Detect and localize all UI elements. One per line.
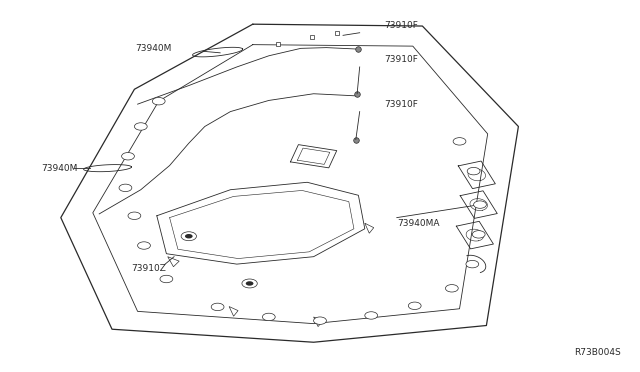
Circle shape <box>134 123 147 130</box>
Circle shape <box>185 234 193 238</box>
Circle shape <box>472 231 485 238</box>
Circle shape <box>119 184 132 192</box>
Circle shape <box>262 313 275 321</box>
Circle shape <box>466 260 479 268</box>
Text: 73940M: 73940M <box>42 164 78 173</box>
Text: 73910F: 73910F <box>384 100 418 109</box>
Text: 73940MA: 73940MA <box>397 219 439 228</box>
Circle shape <box>138 242 150 249</box>
Circle shape <box>408 302 421 310</box>
Circle shape <box>467 167 480 175</box>
Text: R73B004S: R73B004S <box>574 348 621 357</box>
Text: 73940M: 73940M <box>135 44 172 53</box>
Circle shape <box>122 153 134 160</box>
Circle shape <box>181 232 196 241</box>
Circle shape <box>453 138 466 145</box>
Circle shape <box>445 285 458 292</box>
Text: 73910F: 73910F <box>384 21 418 30</box>
Text: 73910F: 73910F <box>384 55 418 64</box>
Circle shape <box>160 275 173 283</box>
Circle shape <box>152 97 165 105</box>
Circle shape <box>242 279 257 288</box>
Circle shape <box>128 212 141 219</box>
Circle shape <box>246 281 253 286</box>
Circle shape <box>365 312 378 319</box>
Circle shape <box>314 317 326 324</box>
Circle shape <box>211 303 224 311</box>
Text: 73910Z: 73910Z <box>131 264 166 273</box>
Circle shape <box>474 201 486 208</box>
